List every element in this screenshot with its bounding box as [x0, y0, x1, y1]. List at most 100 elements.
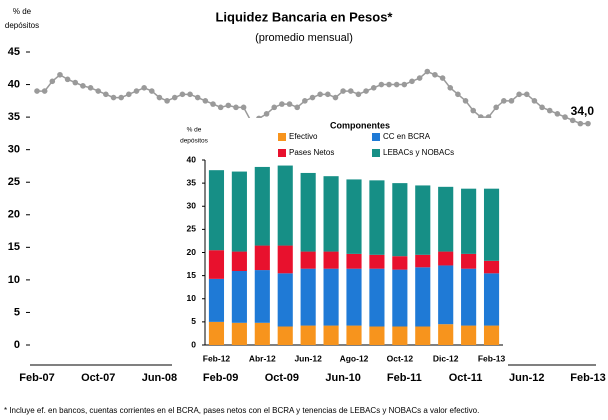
bar-segment [208, 170, 225, 251]
point [126, 91, 132, 98]
point [225, 102, 232, 109]
bar-segment [254, 245, 270, 271]
legend-swatch [278, 149, 286, 157]
point [508, 98, 515, 104]
point [325, 91, 331, 98]
y-axis-label: depósitos [5, 21, 39, 30]
bar-segment [438, 324, 454, 345]
point [393, 81, 400, 88]
inset-y-tick-label: 10 [187, 293, 197, 303]
point [470, 107, 477, 114]
point [141, 85, 147, 91]
bar-segment [323, 176, 339, 252]
bar-segment [254, 166, 270, 246]
point [531, 98, 538, 104]
bar-segment [483, 325, 500, 345]
inset-y-axis-label: % de [187, 127, 202, 134]
inset-x-tick-label: Oct-12 [387, 353, 414, 363]
inset-y-tick-label: 20 [187, 247, 197, 257]
y-tick-label: 20 [8, 209, 20, 221]
bar-segment [300, 268, 316, 326]
point [87, 85, 94, 91]
point [49, 78, 56, 85]
point [103, 91, 109, 98]
point [57, 71, 63, 78]
point [516, 91, 522, 98]
bar-segment [323, 325, 339, 345]
point [523, 91, 530, 98]
x-tick-label: Oct-07 [81, 372, 115, 384]
point [493, 104, 499, 111]
point [156, 94, 163, 101]
point [80, 83, 86, 89]
legend-swatch [372, 133, 380, 141]
bar-segment [231, 271, 247, 323]
inset-x-tick-label: Dic-12 [433, 353, 459, 363]
point [171, 94, 178, 101]
legend-swatch [278, 133, 286, 141]
x-tick-label: Jun-12 [509, 372, 544, 384]
point [546, 107, 553, 114]
point [340, 88, 346, 94]
point [110, 94, 117, 101]
bar-segment [323, 251, 339, 269]
legend-swatch [372, 149, 380, 157]
point [378, 81, 385, 88]
point [539, 104, 545, 111]
bar-segment [483, 188, 500, 261]
point [210, 101, 216, 107]
point [217, 104, 224, 111]
inset-y-tick-label: 35 [187, 177, 197, 187]
y-tick-label: 30 [8, 144, 20, 156]
point [501, 98, 507, 104]
y-tick-label: 45 [8, 46, 20, 58]
point [355, 91, 362, 98]
inset-y-tick-label: 15 [187, 270, 197, 280]
point [202, 98, 209, 104]
bar-segment [277, 245, 293, 274]
point [432, 71, 438, 78]
bar-segment [369, 326, 385, 345]
inset-x-tick-label: Abr-12 [249, 353, 276, 363]
point [279, 101, 285, 107]
bar-segment [277, 273, 293, 327]
bar-segment [392, 326, 408, 345]
point [64, 76, 71, 83]
point [271, 104, 278, 111]
x-tick-label: Jun-08 [142, 372, 177, 384]
point [240, 104, 247, 111]
point [386, 81, 392, 88]
point [363, 88, 369, 94]
point [401, 81, 408, 88]
y-tick-label: 25 [8, 176, 20, 188]
x-tick-label: Feb-11 [387, 372, 422, 384]
point [286, 101, 293, 107]
chart-title: Liquidez Bancaria en Pesos* [215, 9, 393, 24]
point [164, 98, 170, 104]
bar-segment [438, 251, 454, 266]
inset-title: Componentes [330, 120, 390, 130]
inset-y-tick-label: 30 [187, 201, 197, 211]
inset-y-axis-label: depósitos [180, 138, 209, 145]
y-tick-label: 40 [8, 78, 20, 90]
point [462, 98, 469, 104]
bar-segment [461, 253, 477, 269]
point [554, 111, 561, 117]
point [72, 79, 79, 86]
point [332, 94, 339, 101]
legend-label: Efectivo [289, 132, 318, 141]
inset-y-tick-label: 0 [191, 339, 196, 349]
inset-x-tick-label: Ago-12 [340, 353, 369, 363]
point [179, 91, 186, 98]
point [370, 85, 377, 91]
inset-x-tick-label: Feb-12 [203, 353, 231, 363]
bar-segment [483, 260, 500, 274]
bar-segment [346, 253, 362, 269]
inset-x-tick-label: Jun-12 [294, 353, 322, 363]
bar-segment [392, 269, 408, 327]
bar-segment [323, 268, 339, 326]
bar-segment [346, 179, 362, 254]
bar-segment [231, 251, 247, 271]
point [409, 78, 415, 85]
